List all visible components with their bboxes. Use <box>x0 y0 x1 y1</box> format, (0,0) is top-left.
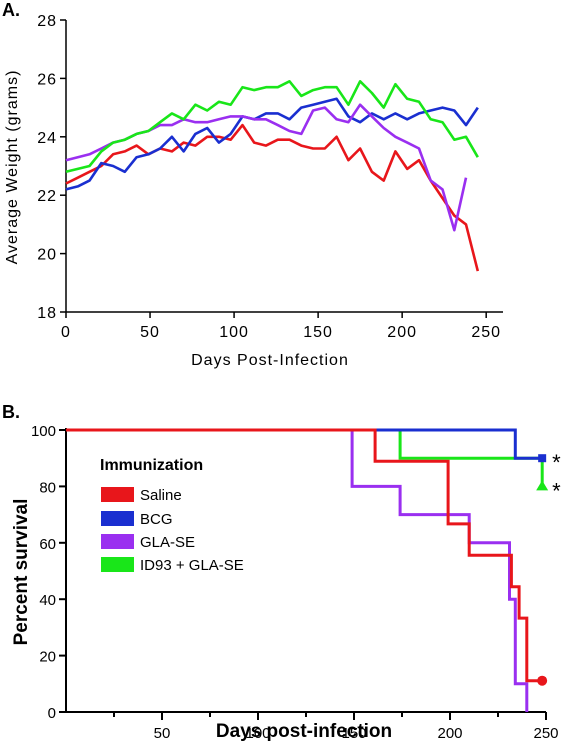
panel-a-y-tick-label: 28 <box>37 13 57 30</box>
panel-b-survival-line-saline <box>66 428 543 683</box>
panel-a: A. Average Weight (grams) Days Post-Infe… <box>2 0 503 369</box>
panel-b-x-tick-label: 100 <box>245 725 270 742</box>
panel-a-line-bcg <box>65 97 479 191</box>
legend-swatch-bcg <box>101 511 134 526</box>
panel-a-x-tick-label: 50 <box>140 324 160 341</box>
panel-b: B. Percent survival Days post-infection … <box>2 402 561 742</box>
panel-a-line-id93 <box>65 80 479 174</box>
panel-a-label: A. <box>2 0 20 20</box>
panel-a-y-axis-title: Average Weight (grams) <box>4 70 21 265</box>
panel-a-x-tick-label: 0 <box>61 324 71 341</box>
legend: Immunization Saline BCG GLA-SE ID93 + GL… <box>100 457 244 574</box>
panel-a-plot-area: 18 20 22 24 26 28 0 50 100 150 200 250 <box>37 13 503 341</box>
panel-a-y-tick-label: 18 <box>37 305 57 322</box>
legend-title: Immunization <box>100 457 203 474</box>
legend-item-saline: Saline <box>101 487 182 504</box>
panel-a-x-axis-title: Days Post-Infection <box>191 352 349 369</box>
panel-a-x-tick-label: 250 <box>471 324 501 341</box>
panel-b-y-axis-title: Percent survival <box>11 499 32 646</box>
legend-label-gla-se: GLA-SE <box>140 534 195 551</box>
panel-b-plot-area: 0 20 40 60 80 100 50 100 150 200 250 * * <box>31 423 561 742</box>
panel-b-x-tick-label: 200 <box>437 725 462 742</box>
panel-a-x-tick-label: 100 <box>219 324 249 341</box>
panel-a-line-saline <box>65 123 480 272</box>
panel-b-y-tick-label: 20 <box>39 649 56 666</box>
panel-a-x-tick-label: 200 <box>387 324 417 341</box>
legend-swatch-saline <box>101 487 134 502</box>
panel-b-x-tick-label: 50 <box>154 725 171 742</box>
legend-label-id93: ID93 + GLA-SE <box>140 557 244 574</box>
legend-swatch-gla-se <box>101 534 134 549</box>
panel-b-x-axis-title: Days post-infection <box>216 721 392 742</box>
panel-a-x-tick-label: 150 <box>303 324 333 341</box>
panel-b-end-marker-saline <box>537 675 548 686</box>
panel-b-y-tick-label: 0 <box>48 705 56 722</box>
panel-b-label: B. <box>2 402 20 422</box>
legend-swatch-id93 <box>101 557 134 572</box>
panel-b-significance-bcg: * <box>552 450 561 475</box>
panel-b-y-tick-label: 40 <box>39 592 56 609</box>
panel-b-end-marker-id93 <box>536 480 549 491</box>
panel-a-y-tick-label: 24 <box>37 130 57 147</box>
panel-b-x-tick-label: 250 <box>533 725 558 742</box>
panel-b-x-tick-label: 150 <box>341 725 366 742</box>
legend-label-saline: Saline <box>140 487 182 504</box>
legend-label-bcg: BCG <box>140 511 173 528</box>
panel-a-y-tick-label: 26 <box>37 71 57 88</box>
panel-a-y-tick-label: 20 <box>37 247 57 264</box>
panel-b-y-tick-label: 100 <box>31 423 56 440</box>
panel-b-survival-line-bcg <box>66 428 543 460</box>
legend-item-id93: ID93 + GLA-SE <box>101 557 244 574</box>
panel-b-y-tick-label: 80 <box>39 479 56 496</box>
panel-b-y-tick-label: 60 <box>39 536 56 553</box>
legend-item-bcg: BCG <box>101 511 173 528</box>
panel-a-y-tick-label: 22 <box>37 188 57 205</box>
panel-b-significance-id93: * <box>552 478 561 503</box>
panel-b-end-marker-bcg <box>538 454 547 463</box>
legend-item-gla-se: GLA-SE <box>101 534 195 551</box>
